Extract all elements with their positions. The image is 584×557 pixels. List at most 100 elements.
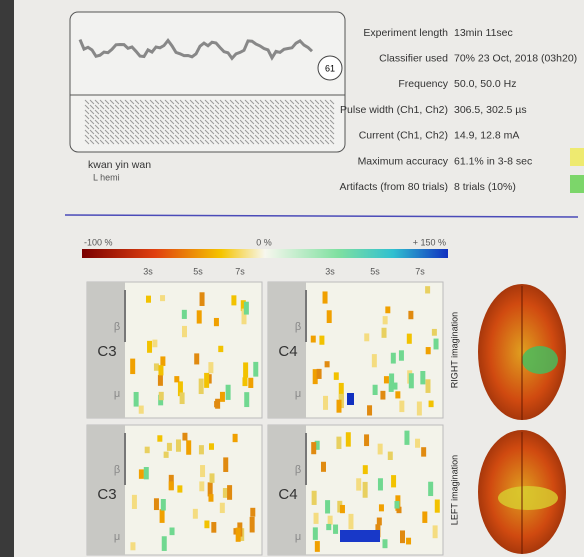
- field-value: 13min 11sec: [454, 27, 513, 39]
- trace: [279, 109, 285, 115]
- heatmap-cell: [345, 432, 351, 447]
- trace: [199, 109, 205, 115]
- trace: [289, 139, 295, 145]
- trace: [124, 139, 130, 145]
- trace: [329, 134, 335, 140]
- trace: [84, 99, 90, 105]
- trace: [89, 109, 95, 115]
- colorbar-mid: 0 %: [256, 237, 272, 247]
- trace: [269, 99, 275, 105]
- trace: [319, 109, 325, 115]
- heatmap-cell: [232, 433, 238, 443]
- heatmap-cell: [406, 537, 412, 545]
- trace: [164, 109, 170, 115]
- trace: [299, 99, 305, 105]
- trace: [224, 104, 230, 110]
- heatmap-cell: [377, 443, 383, 455]
- trace: [284, 114, 290, 120]
- trace: [199, 129, 205, 135]
- trace: [94, 109, 100, 115]
- trace: [299, 114, 305, 120]
- heatmap-cell: [204, 372, 210, 388]
- heatmap-cell: [208, 443, 214, 450]
- trace: [274, 114, 280, 120]
- heatmap-cell: [196, 310, 202, 324]
- trace: [174, 99, 180, 105]
- trace: [254, 124, 260, 130]
- trace: [309, 109, 315, 115]
- trace: [269, 119, 275, 125]
- trace: [154, 99, 160, 105]
- trace: [144, 104, 150, 110]
- trace: [94, 129, 100, 135]
- heatmap-cell: [432, 525, 438, 539]
- trace: [179, 129, 185, 135]
- trace: [244, 99, 250, 105]
- trace: [264, 124, 270, 130]
- trace: [84, 139, 90, 145]
- trace: [114, 109, 120, 115]
- heatmap-cell: [380, 390, 386, 400]
- field-label: Classifier used: [379, 52, 448, 64]
- trace: [329, 129, 335, 135]
- trace: [314, 109, 320, 115]
- trace: [144, 114, 150, 120]
- trace: [259, 139, 265, 145]
- heatmap-cell: [425, 347, 431, 355]
- trace: [244, 119, 250, 125]
- trace: [289, 104, 295, 110]
- heatmap-cell: [169, 527, 175, 536]
- trace: [89, 134, 95, 140]
- trace: [279, 119, 285, 125]
- trace: [84, 109, 90, 115]
- trace: [319, 134, 325, 140]
- heatmap-cell: [312, 527, 318, 540]
- heatmap-cell: [364, 434, 370, 447]
- trace: [149, 109, 155, 115]
- trace: [94, 124, 100, 130]
- trace: [89, 139, 95, 145]
- heatmap-cell: [198, 378, 204, 395]
- trace: [304, 99, 310, 105]
- trace: [299, 104, 305, 110]
- trace: [164, 119, 170, 125]
- trace: [114, 139, 120, 145]
- trace: [254, 129, 260, 135]
- trace: [204, 124, 210, 130]
- trace: [124, 129, 130, 135]
- separator: [64, 214, 579, 218]
- row-label: LEFT imagination: [449, 455, 459, 525]
- trace: [124, 114, 130, 120]
- trace: [134, 134, 140, 140]
- time-label: 5s: [370, 266, 380, 276]
- trace: [314, 129, 320, 135]
- trace: [219, 134, 225, 140]
- trace: [124, 124, 130, 130]
- trace: [134, 114, 140, 120]
- panel-side: [268, 425, 306, 555]
- trace: [309, 104, 315, 110]
- trace: [124, 99, 130, 105]
- brain-activation: [498, 486, 558, 510]
- trace: [264, 119, 270, 125]
- trace: [239, 129, 245, 135]
- trace: [174, 119, 180, 125]
- trace: [104, 119, 110, 125]
- trace: [219, 119, 225, 125]
- trace: [134, 129, 140, 135]
- trace: [89, 124, 95, 130]
- heatmap-cell: [333, 372, 339, 380]
- heatmap-cell: [338, 382, 344, 399]
- trace: [214, 129, 220, 135]
- trace: [104, 124, 110, 130]
- heatmap-cell: [182, 432, 188, 441]
- trace: [264, 104, 270, 110]
- trace: [89, 119, 95, 125]
- field-value: 50.0, 50.0 Hz: [454, 78, 516, 90]
- trace: [234, 109, 240, 115]
- heatmap-cell: [420, 371, 426, 385]
- trace: [104, 129, 110, 135]
- trace: [149, 129, 155, 135]
- trace: [199, 114, 205, 120]
